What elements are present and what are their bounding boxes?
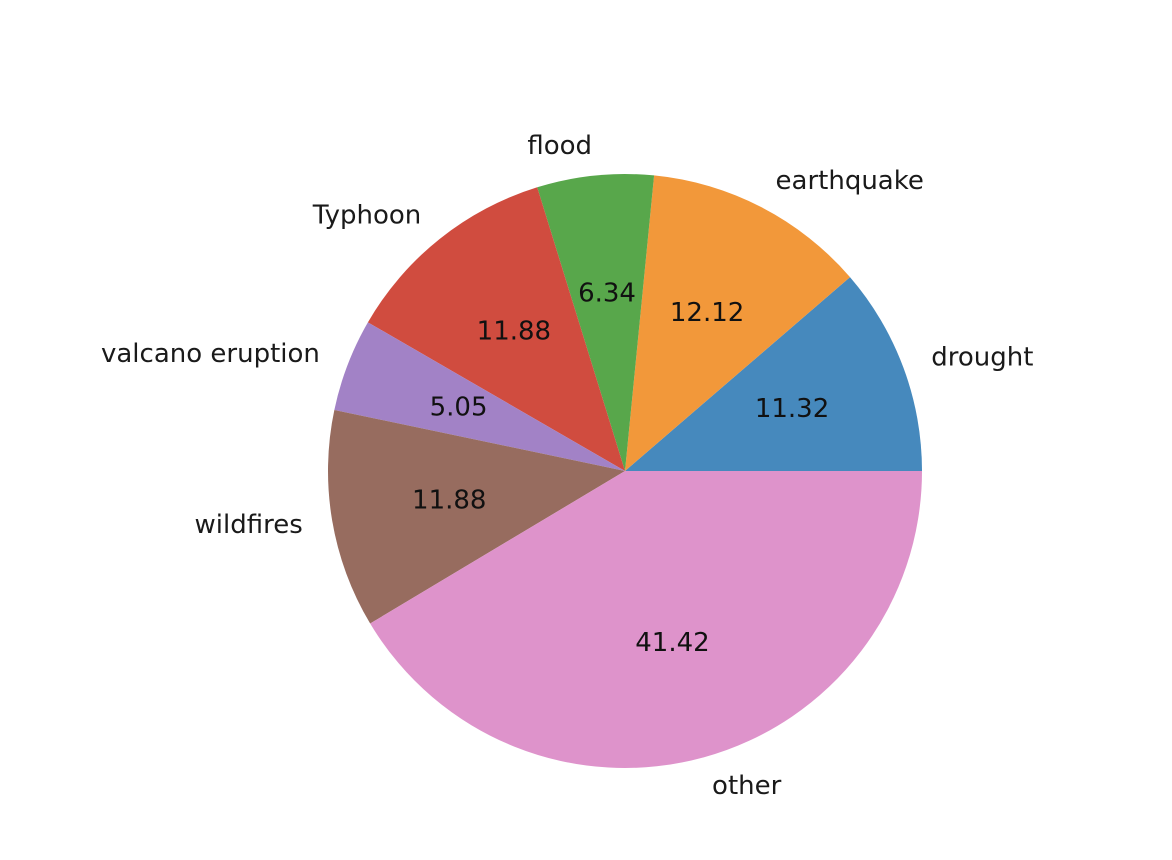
slice-label-flood: flood [527, 131, 592, 161]
value-label-typhoon: 11.88 [477, 317, 551, 347]
slice-label-wildfires: wildfires [195, 510, 303, 540]
value-label-flood: 6.34 [578, 279, 636, 309]
value-label-valcano-eruption: 5.05 [430, 392, 488, 422]
value-label-other: 41.42 [635, 628, 709, 658]
slice-label-earthquake: earthquake [776, 166, 924, 196]
slice-label-other: other [712, 771, 782, 801]
slice-label-drought: drought [931, 342, 1033, 372]
slices-layer [328, 174, 922, 768]
value-label-drought: 11.32 [755, 394, 829, 424]
slice-label-valcano-eruption: valcano eruption [101, 339, 320, 369]
value-label-wildfires: 11.88 [412, 485, 486, 515]
value-label-earthquake: 12.12 [670, 298, 744, 328]
slice-label-typhoon: Typhoon [312, 201, 422, 231]
